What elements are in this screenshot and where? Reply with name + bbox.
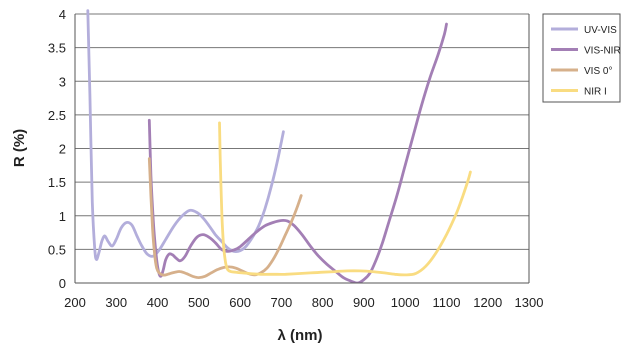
x-tick-label: 1200: [473, 295, 502, 310]
series-lines: [86, 9, 472, 283]
x-tick-label: 200: [64, 295, 86, 310]
x-tick-label: 800: [312, 295, 334, 310]
x-tick-label: 1100: [432, 295, 460, 310]
x-axis-label: λ (nm): [278, 327, 323, 344]
legend-label: UV-VIS: [584, 25, 617, 36]
y-tick-label: 2: [59, 142, 66, 157]
x-tick-label: 900: [353, 295, 375, 310]
y-tick-label: 0: [59, 276, 66, 291]
series-line-2: [147, 157, 303, 279]
legend-label: VIS 0°: [584, 66, 612, 77]
x-tick-label: 1300: [515, 295, 544, 310]
y-tick-label: 1.5: [48, 175, 66, 190]
y-tick-label: 2.5: [48, 108, 66, 123]
y-tick-label: 0.5: [48, 242, 66, 257]
series-line-3: [218, 121, 472, 277]
x-tick-label: 300: [105, 295, 127, 310]
x-tick-label: 1000: [391, 295, 420, 310]
y-tick-label: 1: [59, 209, 66, 224]
x-tick-label: 700: [271, 295, 293, 310]
grid: [75, 13, 529, 284]
legend-label: VIS-NIR: [584, 46, 621, 57]
x-tick-label: 600: [229, 295, 251, 310]
y-axis-label: R (%): [11, 129, 28, 167]
y-tick-label: 4: [59, 7, 66, 22]
legend: UV-VIS VIS-NIR VIS 0° NIR I: [542, 13, 621, 103]
y-tick-label: 3: [59, 74, 66, 89]
legend-label: NIR I: [584, 87, 607, 98]
x-tick-label: 500: [188, 295, 210, 310]
y-tick-label: 3.5: [48, 41, 66, 56]
x-tick-label: 400: [147, 295, 169, 310]
legend-box: [542, 13, 621, 103]
series-line-0: [86, 9, 285, 261]
tick-labels: 200 300 400 500 600 700 800 900 1000 1100 1200 1300…: [48, 7, 544, 310]
series-line-1: [147, 22, 448, 283]
axes: [74, 14, 530, 284]
